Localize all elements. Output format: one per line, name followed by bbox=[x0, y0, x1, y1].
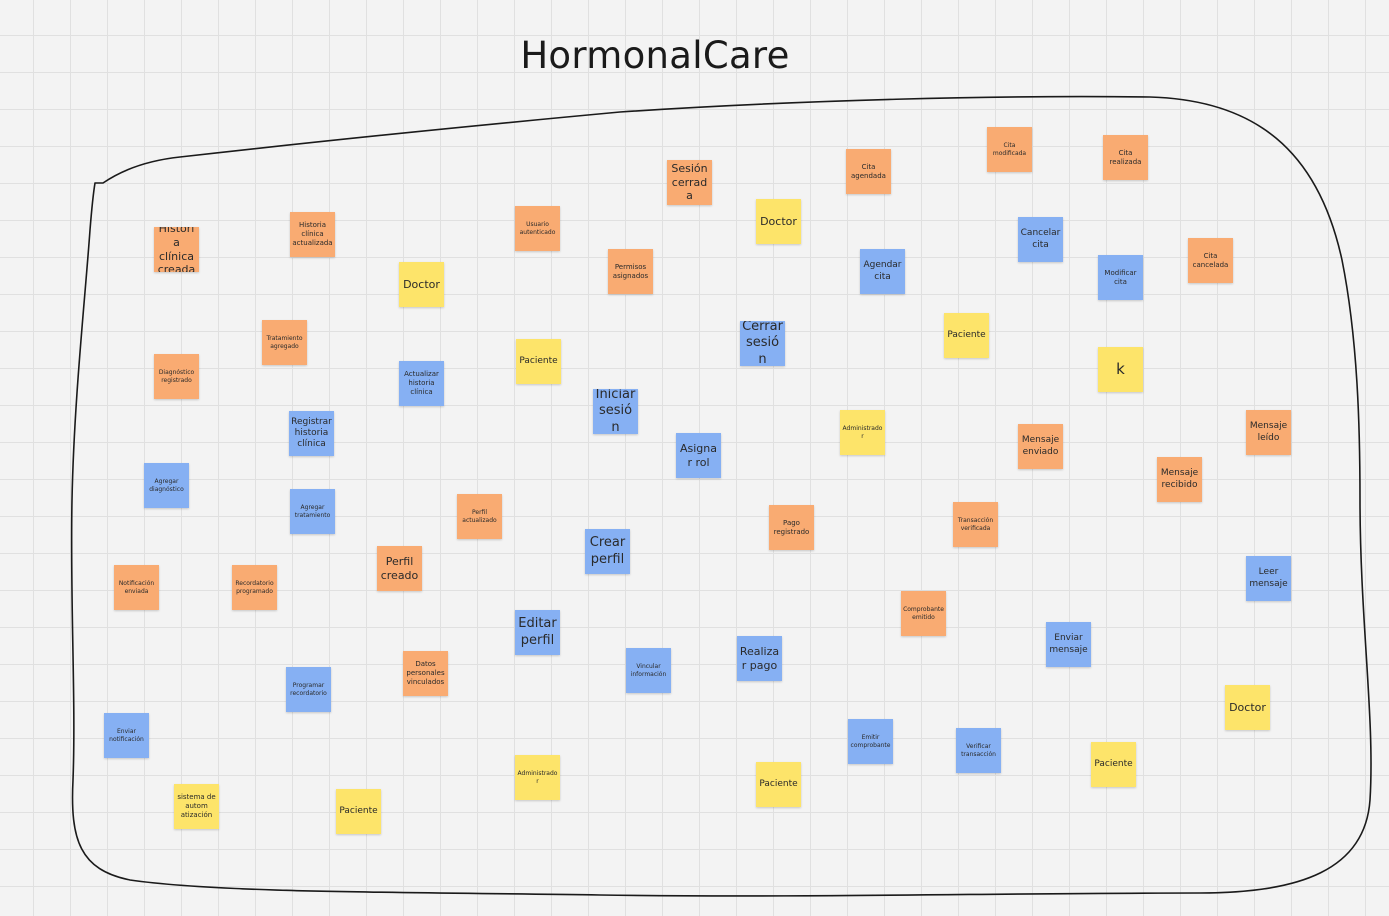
command-sticky-emitir-comprobante[interactable]: Emitir comprobante bbox=[848, 719, 893, 764]
event-sticky-transaccion-verificada[interactable]: Transacción verificada bbox=[953, 502, 998, 547]
command-sticky-editar-perfil[interactable]: Editar perfil bbox=[515, 610, 560, 655]
command-sticky-agregar-diagnostico[interactable]: Agregar diagnóstico bbox=[144, 463, 189, 508]
event-sticky-pago-registrado[interactable]: Pago registrado bbox=[769, 505, 814, 550]
actor-sticky-doctor[interactable]: Doctor bbox=[756, 199, 801, 244]
command-sticky-vincular-informacion[interactable]: Vincular información bbox=[626, 648, 671, 693]
command-sticky-modificar-cita[interactable]: Modificar cita bbox=[1098, 255, 1143, 300]
actor-sticky-k[interactable]: k bbox=[1098, 347, 1143, 392]
event-sticky-notificacion-enviada[interactable]: Notificación enviada bbox=[114, 565, 159, 610]
event-sticky-perfil-actualizado[interactable]: Perfil actualizado bbox=[457, 494, 502, 539]
event-sticky-tratamiento-agregado[interactable]: Tratamiento agregado bbox=[262, 320, 307, 365]
actor-sticky-paciente[interactable]: Paciente bbox=[1091, 742, 1136, 787]
event-sticky-cita-realizada[interactable]: Cita realizada bbox=[1103, 135, 1148, 180]
event-sticky-mensaje-recibido[interactable]: Mensaje recibido bbox=[1157, 457, 1202, 502]
actor-sticky-administrador[interactable]: Administrador bbox=[840, 410, 885, 455]
event-sticky-permisos-asignados[interactable]: Permisos asignados bbox=[608, 249, 653, 294]
actor-sticky-paciente[interactable]: Paciente bbox=[756, 762, 801, 807]
event-sticky-recordatorio-programado[interactable]: Recordatorio programado bbox=[232, 565, 277, 610]
command-sticky-enviar-notificacion[interactable]: Enviar notificación bbox=[104, 713, 149, 758]
command-sticky-agregar-tratamiento[interactable]: Agregar tratamiento bbox=[290, 489, 335, 534]
command-sticky-programar-recordatorio[interactable]: Programar recordatorio bbox=[286, 667, 331, 712]
bounded-context-line bbox=[70, 95, 1372, 897]
event-sticky-cita-cancelada[interactable]: Cita cancelada bbox=[1188, 238, 1233, 283]
command-sticky-verificar-transaccion[interactable]: Verificar transacción bbox=[956, 728, 1001, 773]
board-title: HormonalCare bbox=[520, 34, 790, 77]
actor-sticky-sistema-automatizacion[interactable]: sistema de autom atización bbox=[174, 784, 219, 829]
command-sticky-realizar-pago[interactable]: Realizar pago bbox=[737, 636, 782, 681]
event-sticky-sesion-cerrada[interactable]: Sesión cerrada bbox=[667, 160, 712, 205]
actor-sticky-doctor[interactable]: Doctor bbox=[1225, 685, 1270, 730]
event-sticky-mensaje-leido[interactable]: Mensaje leído bbox=[1246, 410, 1291, 455]
event-sticky-perfil-creado[interactable]: Perfil creado bbox=[377, 546, 422, 591]
command-sticky-enviar-mensaje[interactable]: Enviar mensaje bbox=[1046, 622, 1091, 667]
event-sticky-diagnostico-registrado[interactable]: Diagnóstico registrado bbox=[154, 354, 199, 399]
event-sticky-historia-clinica-creada[interactable]: Historia clínica creada bbox=[154, 227, 199, 272]
event-sticky-usuario-autenticado[interactable]: Usuario autenticado bbox=[515, 206, 560, 251]
event-sticky-historia-clinica-actualizada[interactable]: Historia clínica actualizada bbox=[290, 212, 335, 257]
command-sticky-asignar-rol[interactable]: Asignar rol bbox=[676, 433, 721, 478]
actor-sticky-paciente[interactable]: Paciente bbox=[336, 789, 381, 834]
event-sticky-cita-modificada[interactable]: Cita modificada bbox=[987, 127, 1032, 172]
command-sticky-cancelar-cita[interactable]: Cancelar cita bbox=[1018, 217, 1063, 262]
actor-sticky-doctor[interactable]: Doctor bbox=[399, 262, 444, 307]
command-sticky-crear-perfil[interactable]: Crear perfil bbox=[585, 529, 630, 574]
event-sticky-mensaje-enviado[interactable]: Mensaje enviado bbox=[1018, 424, 1063, 469]
actor-sticky-administrador[interactable]: Administrador bbox=[515, 755, 560, 800]
command-sticky-cerrar-sesion[interactable]: Cerrar sesión bbox=[740, 321, 785, 366]
command-sticky-actualizar-historia-clinica[interactable]: Actualizar historia clínica bbox=[399, 361, 444, 406]
event-sticky-comprobante-emitido[interactable]: Comprobante emitido bbox=[901, 591, 946, 636]
actor-sticky-paciente[interactable]: Paciente bbox=[516, 339, 561, 384]
event-sticky-cita-agendada[interactable]: Cita agendada bbox=[846, 149, 891, 194]
command-sticky-agendar-cita[interactable]: Agendar cita bbox=[860, 249, 905, 294]
event-sticky-datos-personales-vinculados[interactable]: Datos personales vinculados bbox=[403, 651, 448, 696]
actor-sticky-paciente[interactable]: Paciente bbox=[944, 313, 989, 358]
command-sticky-registrar-historia-clinica[interactable]: Registrar historia clínica bbox=[289, 411, 334, 456]
command-sticky-leer-mensaje[interactable]: Leer mensaje bbox=[1246, 556, 1291, 601]
command-sticky-iniciar-sesion[interactable]: Iniciar sesión bbox=[593, 389, 638, 434]
